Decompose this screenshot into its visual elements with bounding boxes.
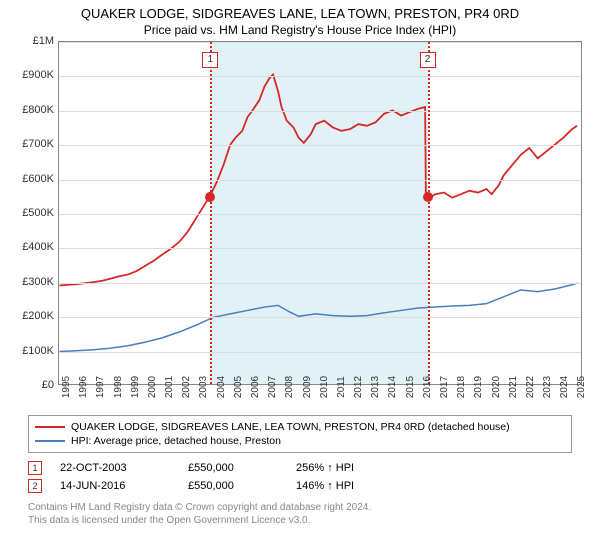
y-tick-label: £400K	[22, 241, 54, 253]
gridline-h	[59, 352, 581, 353]
x-tick-label: 2003	[198, 376, 209, 398]
sale-row: 2 14-JUN-2016 £550,000 146% ↑ HPI	[28, 477, 572, 495]
y-tick-label: £200K	[22, 310, 54, 322]
y-tick-label: £900K	[22, 69, 54, 81]
chart-area: £0 £100K £200K £300K £400K £500K £600K £700K £80…	[10, 41, 590, 411]
line-series-svg	[59, 42, 581, 384]
legend-label: QUAKER LODGE, SIDGREAVES LANE, LEA TOWN,…	[71, 421, 510, 433]
y-tick-label: £100K	[22, 345, 54, 357]
x-tick-label: 2008	[284, 376, 295, 398]
x-tick-label: 2009	[302, 376, 313, 398]
x-tick-label: 2024	[559, 376, 570, 398]
sale-marker-number: 1	[202, 52, 218, 68]
legend-item: QUAKER LODGE, SIDGREAVES LANE, LEA TOWN,…	[35, 420, 565, 434]
gridline-h	[59, 180, 581, 181]
legend-swatch	[35, 426, 65, 428]
legend-swatch	[35, 440, 65, 442]
sale-pct-vs-hpi: 146% ↑ HPI	[296, 480, 396, 492]
sale-marker-line	[210, 42, 212, 384]
x-tick-label: 2004	[216, 376, 227, 398]
y-tick-label: £1M	[33, 35, 54, 47]
x-tick-label: 2021	[508, 376, 519, 398]
x-tick-label: 2001	[164, 376, 175, 398]
x-tick-label: 2012	[353, 376, 364, 398]
sale-price: £550,000	[188, 480, 278, 492]
sale-number-box: 2	[28, 479, 42, 493]
sale-price: £550,000	[188, 462, 278, 474]
x-tick-label: 2018	[456, 376, 467, 398]
x-tick-label: 2000	[147, 376, 158, 398]
sale-marker-number: 2	[420, 52, 436, 68]
sale-point-marker	[423, 192, 433, 202]
x-tick-label: 2017	[439, 376, 450, 398]
sale-date: 22-OCT-2003	[60, 462, 170, 474]
legend-item: HPI: Average price, detached house, Pres…	[35, 434, 565, 448]
legend-label: HPI: Average price, detached house, Pres…	[71, 435, 281, 447]
y-tick-label: £600K	[22, 173, 54, 185]
x-tick-label: 2005	[233, 376, 244, 398]
gridline-h	[59, 76, 581, 77]
x-tick-label: 1998	[113, 376, 124, 398]
y-tick-label: £500K	[22, 207, 54, 219]
gridline-h	[59, 317, 581, 318]
x-tick-label: 2023	[542, 376, 553, 398]
gridline-h	[59, 283, 581, 284]
gridline-h	[59, 145, 581, 146]
gridline-h	[59, 42, 581, 43]
sale-marker-line	[428, 42, 430, 384]
chart-subtitle: Price paid vs. HM Land Registry's House …	[0, 21, 600, 41]
x-tick-label: 2019	[473, 376, 484, 398]
sale-date: 14-JUN-2016	[60, 480, 170, 492]
chart-container: QUAKER LODGE, SIDGREAVES LANE, LEA TOWN,…	[0, 0, 600, 560]
gridline-h	[59, 248, 581, 249]
footnote-line: Contains HM Land Registry data © Crown c…	[28, 501, 572, 514]
x-tick-label: 2025	[576, 376, 587, 398]
sales-table: 1 22-OCT-2003 £550,000 256% ↑ HPI 2 14-JUN-20…	[28, 459, 572, 495]
x-tick-label: 2007	[267, 376, 278, 398]
sale-pct-vs-hpi: 256% ↑ HPI	[296, 462, 396, 474]
footnote: Contains HM Land Registry data © Crown c…	[28, 501, 572, 527]
x-tick-label: 2020	[491, 376, 502, 398]
x-tick-label: 1999	[130, 376, 141, 398]
x-tick-label: 2013	[370, 376, 381, 398]
chart-title: QUAKER LODGE, SIDGREAVES LANE, LEA TOWN,…	[0, 0, 600, 21]
x-tick-label: 2022	[525, 376, 536, 398]
gridline-h	[59, 214, 581, 215]
x-tick-label: 1995	[61, 376, 72, 398]
x-tick-label: 2010	[319, 376, 330, 398]
x-axis: 1995199619971998199920002001200220032004…	[58, 387, 582, 411]
y-tick-label: £0	[42, 379, 54, 391]
x-tick-label: 2015	[405, 376, 416, 398]
sale-point-marker	[205, 192, 215, 202]
x-tick-label: 2011	[336, 376, 347, 398]
legend-box: QUAKER LODGE, SIDGREAVES LANE, LEA TOWN,…	[28, 415, 572, 453]
y-tick-label: £300K	[22, 276, 54, 288]
gridline-h	[59, 111, 581, 112]
footnote-line: This data is licensed under the Open Gov…	[28, 514, 572, 527]
x-tick-label: 1996	[78, 376, 89, 398]
sale-row: 1 22-OCT-2003 £550,000 256% ↑ HPI	[28, 459, 572, 477]
sale-number-box: 1	[28, 461, 42, 475]
x-tick-label: 1997	[95, 376, 106, 398]
y-axis: £0£100K£200K£300K£400K£500K£600K£700K£80…	[10, 41, 56, 385]
y-tick-label: £700K	[22, 138, 54, 150]
x-tick-label: 2014	[387, 376, 398, 398]
plot-region: 12	[58, 41, 582, 385]
x-tick-label: 2006	[250, 376, 261, 398]
x-tick-label: 2016	[422, 376, 433, 398]
y-tick-label: £800K	[22, 104, 54, 116]
x-tick-label: 2002	[181, 376, 192, 398]
